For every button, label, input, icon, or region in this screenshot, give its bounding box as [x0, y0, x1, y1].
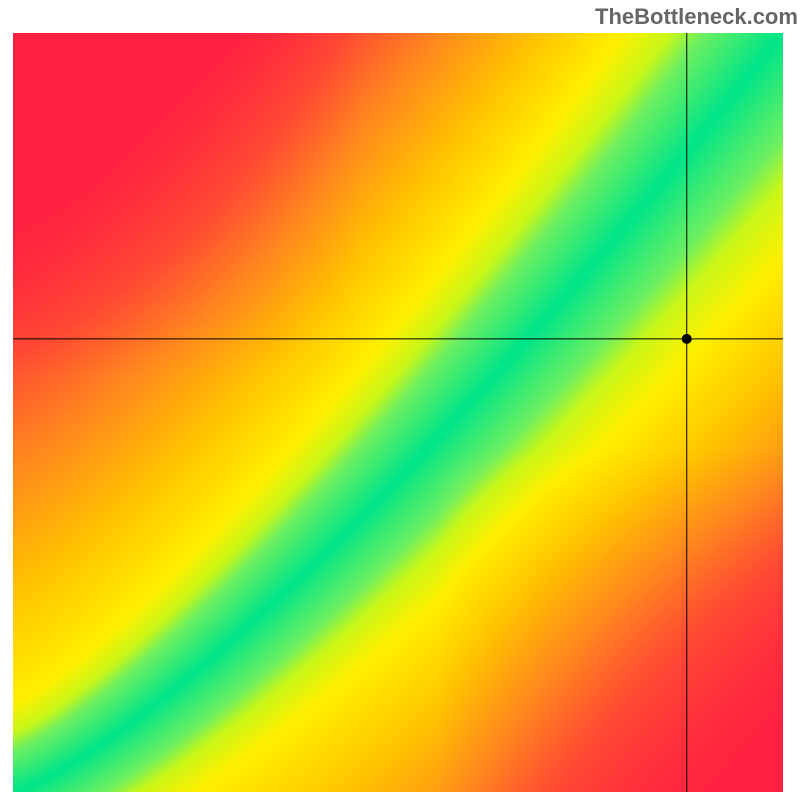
bottleneck-chart: TheBottleneck.com [0, 0, 800, 800]
watermark-text: TheBottleneck.com [595, 4, 798, 30]
heatmap-canvas [13, 33, 783, 792]
